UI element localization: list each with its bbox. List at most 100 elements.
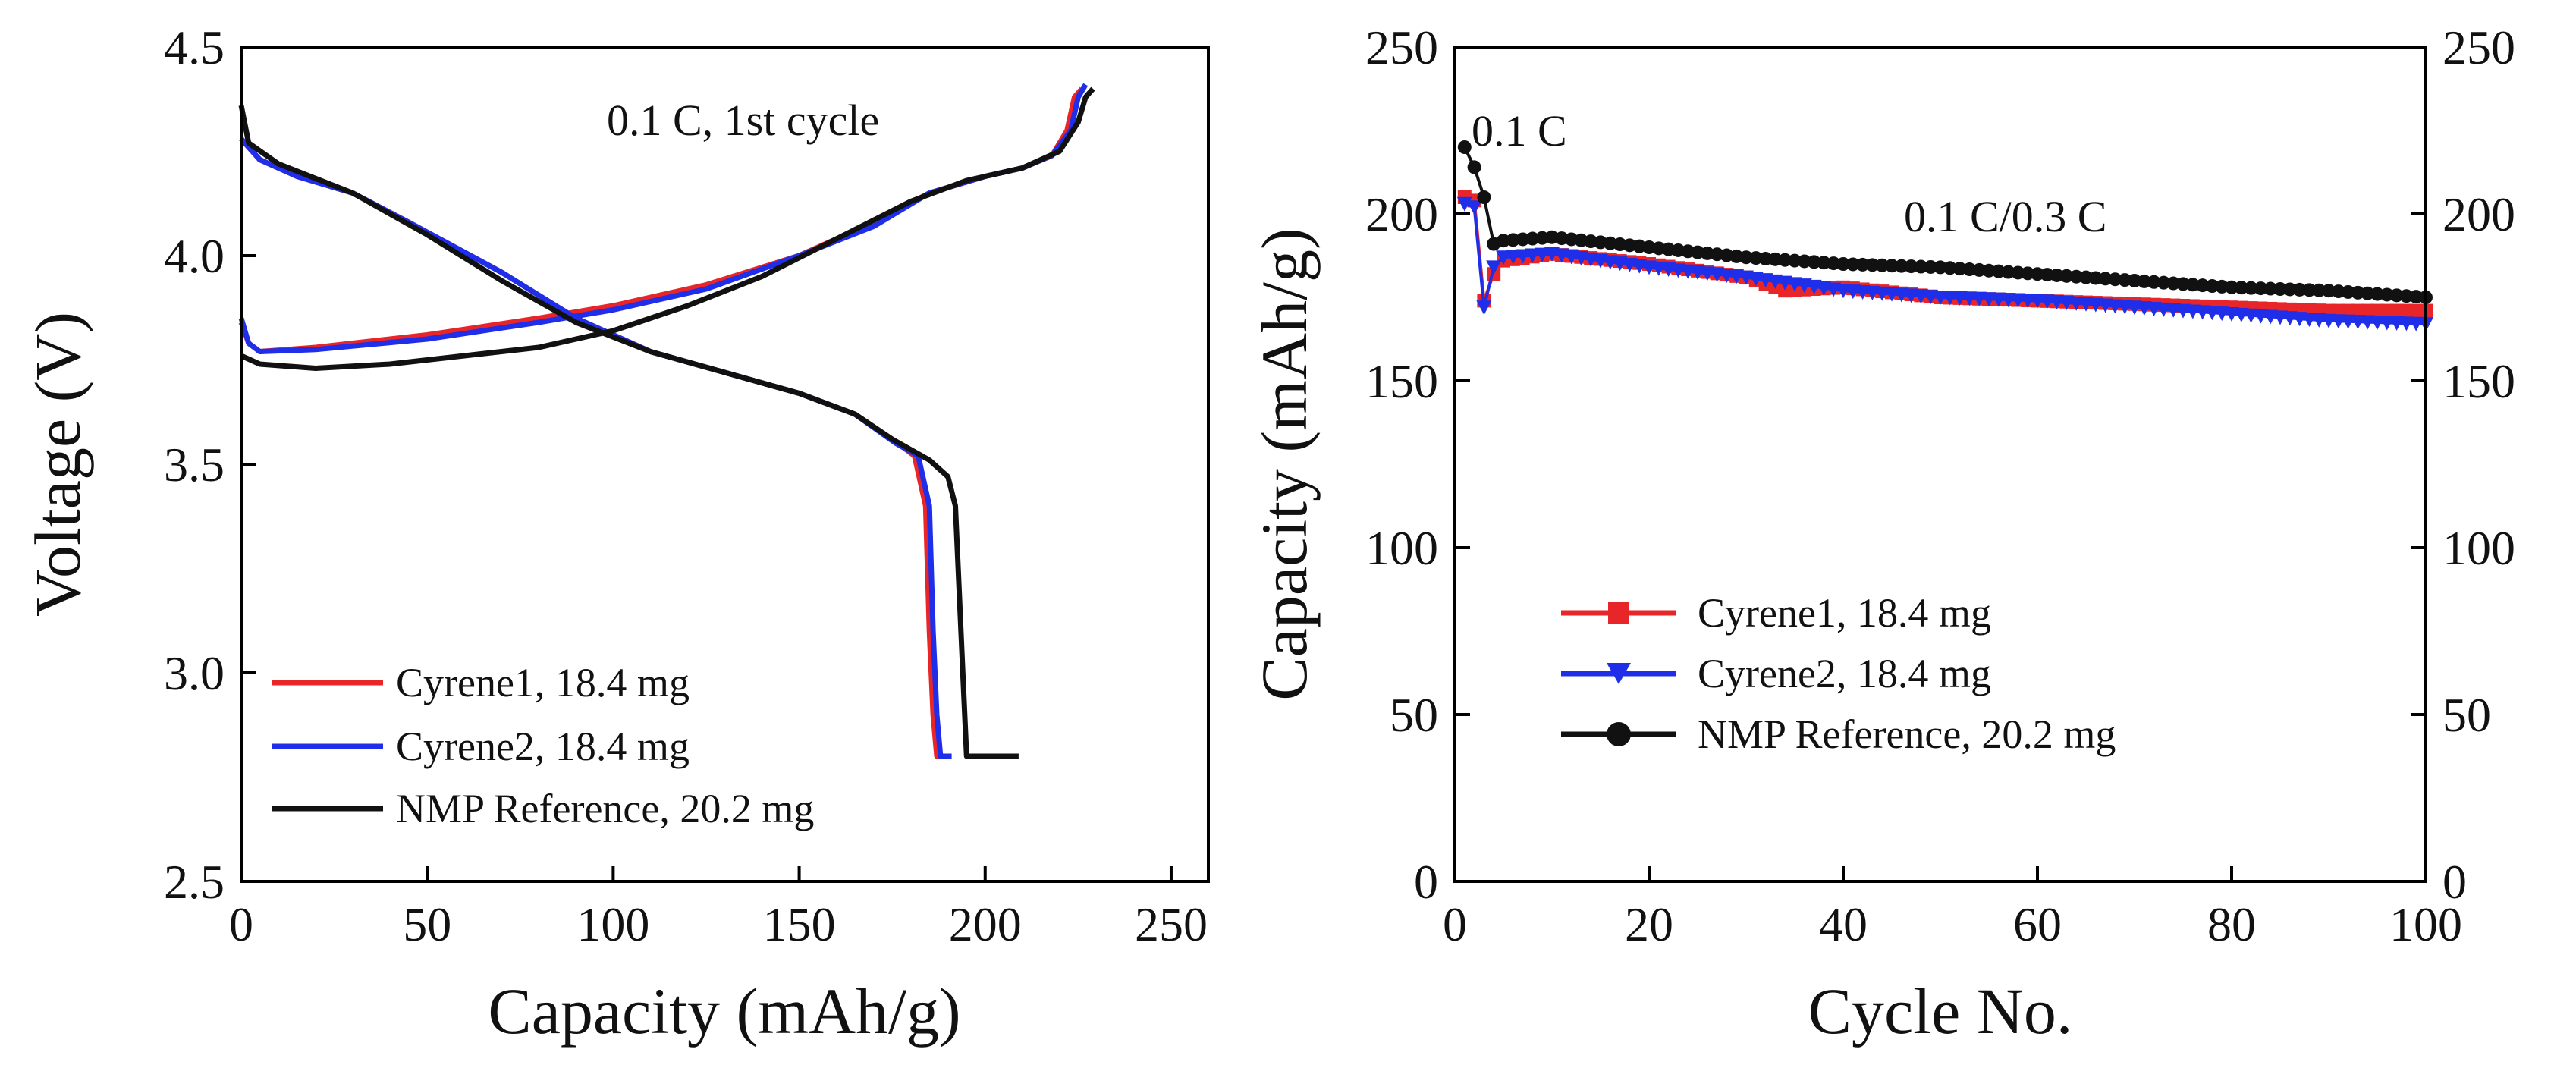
- data-point-triangle: [2321, 313, 2336, 328]
- data-point-triangle: [2350, 315, 2366, 330]
- data-point-circle: [2263, 281, 2278, 296]
- y-tick-label: 250: [1365, 20, 1438, 74]
- y-tick-label: 2.5: [164, 855, 225, 909]
- data-point-circle: [1943, 261, 1957, 275]
- data-point-circle: [2011, 265, 2025, 280]
- data-point-triangle: [2330, 314, 2346, 329]
- data-point-triangle: [2340, 314, 2356, 329]
- data-point-circle: [1807, 255, 1821, 269]
- y-tick-label: 150: [1365, 354, 1438, 408]
- legend-label-cyrene1: Cyrene1, 18.4 mg: [396, 660, 690, 705]
- right-x-axis-label: Cycle No.: [1808, 975, 2073, 1048]
- data-point-circle: [1758, 251, 1773, 265]
- x-tick-label: 0: [229, 897, 253, 951]
- y2-tick-label: 100: [2442, 521, 2515, 575]
- data-point-circle: [2282, 282, 2297, 297]
- data-point-circle: [2244, 281, 2258, 295]
- y-tick-label: 4.5: [164, 20, 225, 74]
- y-tick-label: 4.0: [164, 229, 225, 283]
- data-point-triangle: [1515, 249, 1531, 264]
- legend-marker-circle: [1607, 722, 1631, 746]
- data-point-triangle: [2379, 316, 2395, 331]
- data-point-circle: [2050, 268, 2064, 282]
- data-point-circle: [1525, 231, 1540, 246]
- data-point-circle: [1894, 259, 1908, 273]
- data-point-circle: [1739, 250, 1753, 265]
- data-point-circle: [1827, 256, 1841, 271]
- data-point-circle: [2157, 275, 2171, 290]
- data-point-circle: [2205, 279, 2219, 294]
- data-point-circle: [2108, 272, 2122, 287]
- legend-label-cyrene2: Cyrene2, 18.4 mg: [1698, 651, 1991, 696]
- data-point-triangle: [1486, 260, 1502, 275]
- data-point-circle: [2031, 267, 2044, 281]
- voltage-profile-chart: 0 50 100 150 200 250 2.5 3.0 3.5 4.0 4.5 0.1 C, 1s…: [21, 20, 1210, 1048]
- y-tick-label: 200: [1365, 187, 1438, 241]
- right-ticks: 0 20 40 60 80 1000501001502002500501001502002…: [1365, 20, 2515, 951]
- data-point-circle: [2118, 273, 2132, 287]
- data-point-circle: [2098, 272, 2113, 286]
- data-point-circle: [1982, 263, 1996, 278]
- data-point-triangle: [1990, 292, 2006, 307]
- right-legend: Cyrene1, 18.4 mg Cyrene2, 18.4 mg NMP Re…: [1561, 590, 2116, 757]
- y-tick-label: 0: [1414, 855, 1438, 909]
- right-plot-frame: [1453, 46, 2427, 883]
- x-tick-label: 80: [2207, 897, 2256, 951]
- data-point-circle: [2361, 286, 2375, 300]
- voltage-series-group: [238, 83, 1095, 759]
- x-tick-label: 20: [1625, 897, 1673, 951]
- data-point-circle: [2234, 281, 2248, 295]
- data-point-circle: [2273, 282, 2287, 296]
- data-point-circle: [2176, 277, 2190, 291]
- data-point-circle: [1497, 234, 1510, 248]
- right-chart-title: 0.1 C/0.3 C: [1904, 192, 2107, 241]
- data-point-circle: [1788, 253, 1802, 268]
- data-point-circle: [1952, 262, 1967, 276]
- data-point-circle: [1962, 262, 1977, 277]
- data-point-triangle: [1525, 248, 1541, 263]
- data-point-circle: [2088, 271, 2103, 285]
- data-point-circle: [2147, 275, 2161, 289]
- legend-label-cyrene2: Cyrene2, 18.4 mg: [396, 724, 690, 769]
- data-point-triangle: [2000, 293, 2016, 308]
- legend-marker-square: [1608, 602, 1629, 624]
- data-point-circle: [1768, 252, 1783, 266]
- x-tick-label: 200: [949, 897, 1022, 951]
- data-point-circle: [2322, 284, 2336, 298]
- x-tick-label: 250: [1135, 897, 1208, 951]
- data-point-circle: [1904, 259, 1918, 274]
- data-point-circle: [2166, 276, 2181, 291]
- x-tick-label: 60: [2013, 897, 2062, 951]
- x-tick-label: 100: [576, 897, 649, 951]
- left-ticks: 0 50 100 150 200 250 2.5 3.0 3.5 4.0 4.5: [164, 20, 1208, 951]
- data-point-circle: [2341, 284, 2355, 299]
- series-line-discharge: [238, 105, 1019, 759]
- data-point-circle: [1535, 231, 1550, 245]
- right-y-axis-label: Capacity (mAh/g): [1248, 228, 1321, 700]
- capacity-series-group: [1456, 140, 2433, 332]
- data-point-circle: [1846, 257, 1860, 272]
- data-point-circle: [1855, 257, 1870, 272]
- data-point-circle: [1972, 262, 1987, 277]
- data-point-circle: [2137, 274, 2151, 288]
- data-point-triangle: [2370, 316, 2385, 330]
- legend-label-nmp: NMP Reference, 20.2 mg: [1698, 711, 2116, 757]
- y2-tick-label: 150: [2442, 354, 2515, 408]
- y-tick-label: 100: [1365, 521, 1438, 575]
- data-point-circle: [1924, 259, 1938, 274]
- x-tick-label: 50: [403, 897, 451, 951]
- data-point-triangle: [1933, 291, 1948, 305]
- data-point-triangle: [1952, 291, 1968, 306]
- data-point-circle: [2292, 282, 2307, 297]
- data-point-circle: [1516, 232, 1530, 247]
- data-point-circle: [1778, 253, 1792, 267]
- data-point-triangle: [1942, 291, 1958, 306]
- left-legend: Cyrene1, 18.4 mg Cyrene2, 18.4 mg NMP Re…: [272, 660, 814, 831]
- data-point-circle: [1457, 140, 1472, 154]
- y-tick-label: 3.5: [164, 438, 225, 492]
- legend-label-nmp: NMP Reference, 20.2 mg: [396, 786, 814, 831]
- data-point-triangle: [2408, 316, 2424, 331]
- data-point-circle: [2312, 283, 2326, 297]
- data-point-circle: [1506, 233, 1520, 247]
